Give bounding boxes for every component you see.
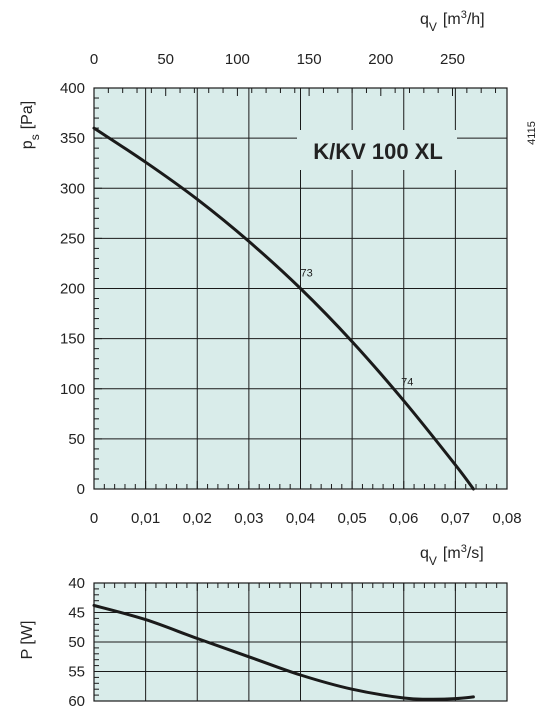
top-x-tick-label: 150	[297, 51, 322, 68]
top-x-tick-label: 200	[368, 51, 393, 68]
power-curve	[92, 603, 475, 701]
main-grid	[94, 88, 507, 489]
x-tick-label: 0,02	[183, 510, 212, 527]
main-y-tick-labels: 0 50 100 150 200 250 300 350 400	[60, 80, 85, 498]
y-tick-label: 50	[68, 431, 85, 448]
curve-annotations: 73 74	[301, 267, 414, 388]
pressure-curve	[92, 126, 475, 491]
y-tick-label: 0	[77, 481, 85, 498]
top-x-tick-label: 50	[157, 51, 174, 68]
top-x-tick-label: 250	[440, 51, 465, 68]
y-tick-label: 200	[60, 281, 85, 298]
main-x-tick-labels: 0 0,01 0,02 0,03 0,04 0,05 0,06 0,07 0,08	[90, 510, 522, 527]
power-y-tick-label: 60	[68, 693, 85, 710]
x-axis-label: qV [m3/s]	[420, 543, 484, 568]
x-tick-label: 0	[90, 510, 98, 527]
power-y-tick-label: 50	[68, 634, 85, 651]
y-tick-label: 400	[60, 80, 85, 97]
y-tick-label: 100	[60, 381, 85, 398]
power-y-tick-labels: 40 45 50 55 60	[68, 575, 85, 710]
svg-text:P [W]: P [W]	[19, 621, 36, 660]
figure-code: 4115	[526, 121, 538, 145]
curve-annotation: 74	[401, 377, 413, 389]
y-axis-label-power: P [W]	[19, 621, 36, 660]
title-box	[297, 130, 457, 170]
y-tick-label: 250	[60, 230, 85, 247]
top-x-tick-label: 100	[225, 51, 250, 68]
y-tick-label: 150	[60, 331, 85, 348]
main-minor-ticks	[93, 87, 508, 490]
x-tick-label: 0,04	[286, 510, 315, 527]
top-x-axis-label: qV [m3/h]	[420, 9, 485, 34]
chart-title: K/KV 100 XL	[313, 139, 443, 164]
x-tick-label: 0,05	[338, 510, 367, 527]
svg-text:ps[Pa]: ps[Pa]	[19, 101, 42, 149]
top-x-tick-labels: 0 50 100 150 200 250	[90, 51, 465, 68]
top-x-tick-label: 0	[90, 51, 98, 68]
power-y-tick-label: 45	[68, 605, 85, 622]
x-tick-label: 0,08	[492, 510, 521, 527]
y-tick-label: 300	[60, 180, 85, 197]
curve-annotation: 73	[301, 267, 313, 279]
y-tick-label: 350	[60, 130, 85, 147]
x-tick-label: 0,01	[131, 510, 160, 527]
y-axis-label-main: ps[Pa]	[19, 101, 42, 149]
power-y-tick-label: 55	[68, 664, 85, 681]
x-tick-label: 0,07	[441, 510, 470, 527]
power-grid	[94, 583, 507, 701]
x-tick-label: 0,03	[234, 510, 263, 527]
power-minor-ticks	[93, 582, 508, 702]
x-tick-label: 0,06	[389, 510, 418, 527]
power-y-tick-label: 40	[68, 575, 85, 592]
